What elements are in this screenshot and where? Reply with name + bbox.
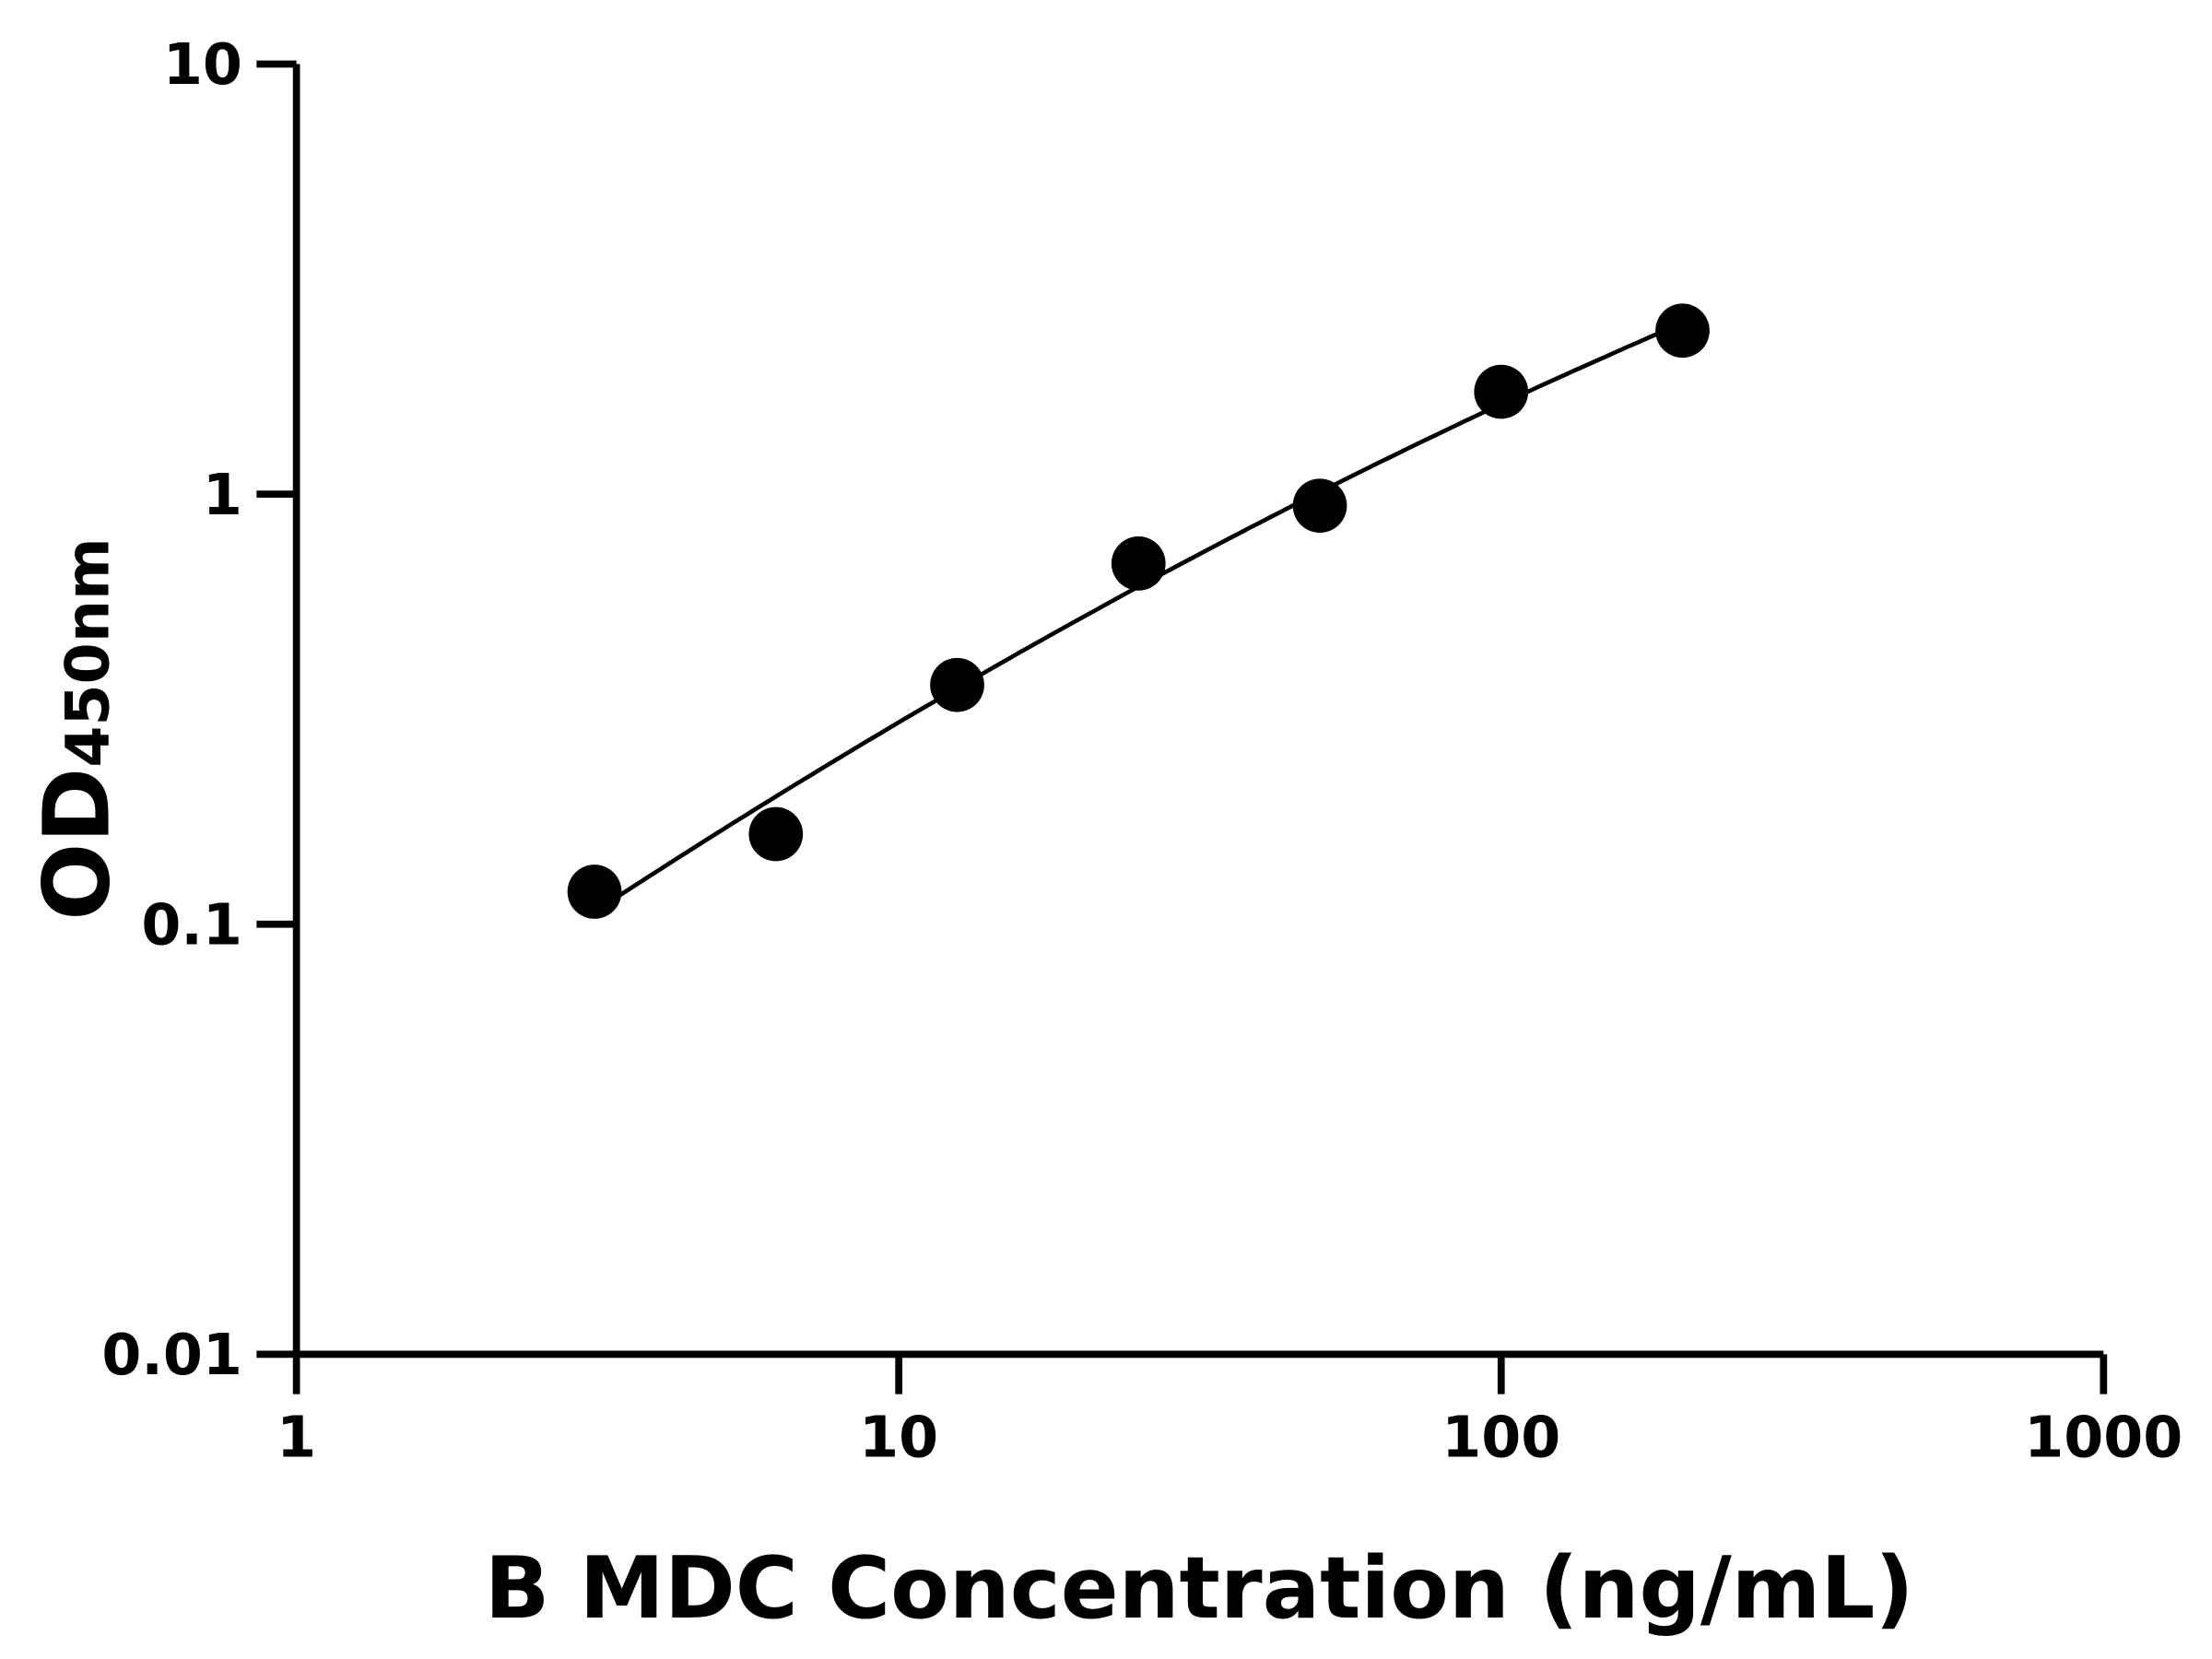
data-point xyxy=(748,806,804,862)
data-point xyxy=(1292,478,1347,534)
data-point xyxy=(1474,364,1529,419)
data-point xyxy=(930,657,984,712)
y-tick-label: 0.01 xyxy=(101,1322,241,1388)
data-point xyxy=(1111,535,1166,591)
data-points xyxy=(567,303,1710,919)
x-tick-label: 1000 xyxy=(2024,1405,2183,1471)
x-tick-label: 100 xyxy=(1441,1405,1560,1471)
x-tick-label: 1 xyxy=(276,1405,316,1471)
x-axis-label: B MDC Concentration (ng/mL) xyxy=(485,1538,1914,1638)
data-point xyxy=(567,865,622,919)
y-axis-label-main: OD xyxy=(25,768,131,921)
axes: 1 10 100 1000 0.01 0.1 1 10 xyxy=(101,31,2183,1470)
x-tick-label: 10 xyxy=(859,1405,938,1471)
y-axis-label-sub: 450nm xyxy=(54,537,124,767)
y-tick-label: 1 xyxy=(203,462,242,528)
data-point xyxy=(1655,303,1710,359)
y-axis-label: OD450nm xyxy=(25,537,131,920)
y-tick-label: 0.1 xyxy=(141,891,241,958)
y-tick-label: 10 xyxy=(163,31,242,98)
